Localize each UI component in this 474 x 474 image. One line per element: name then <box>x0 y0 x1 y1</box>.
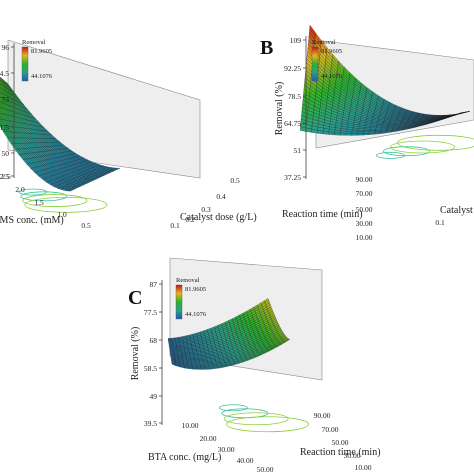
x-tick-label: 10.00 <box>355 463 372 472</box>
y-tick-label: 2.5 <box>1 172 11 181</box>
z-tick-label: 84.5 <box>0 69 9 78</box>
z-tick-label: 2.5 <box>0 172 9 181</box>
panel-c-surface-plot: 87 77.5 68 58.5 49 39.5 90.00 70.00 50.00 30.00 10… <box>128 257 381 474</box>
x-tick-label: 0.1 <box>435 218 445 227</box>
z-tick-label: 78.5 <box>288 92 301 101</box>
x-axis-title: Catalyst dose (g/L) <box>440 205 474 216</box>
y-tick-label: 30.00 <box>356 219 373 228</box>
z-tick-label: 73 <box>2 95 10 104</box>
panel-a-surface-plot: 9684.57361.5502.50.50.40.30.20.12.52.01.… <box>0 39 257 230</box>
y-tick-label: 1.0 <box>57 210 67 219</box>
z-tick-label: 92.25 <box>284 64 301 73</box>
legend-title: Removal <box>312 39 336 46</box>
legend-title: Removal <box>176 277 200 284</box>
response-surface <box>167 298 291 370</box>
z-axis-title: Removal (%) <box>274 82 285 136</box>
floor-contour <box>223 412 289 426</box>
legend-color-bar <box>21 46 29 82</box>
z-tick-label: 87 <box>150 280 158 289</box>
floor-contour <box>226 416 309 433</box>
y-tick-label: 10.00 <box>356 233 373 242</box>
panel-b-surface-plot: 109 92.25 78.5 64.75 51 37.25 0.1 90.00 70.00 50.… <box>260 24 474 242</box>
panel-letter: B <box>260 37 273 59</box>
legend-min-value: 44.1076 <box>321 73 343 80</box>
z-tick-label: 77.5 <box>144 308 157 317</box>
y-tick-label: 50.00 <box>257 465 274 474</box>
y-tick-label: 70.00 <box>356 189 373 198</box>
x-tick-label: 70.00 <box>322 425 339 434</box>
z-tick-label: 37.25 <box>284 173 301 182</box>
legend-min-value: 44.1076 <box>185 311 207 318</box>
z-tick-label: 58.5 <box>144 364 157 373</box>
legend-color-bar <box>311 46 319 82</box>
y-tick-label: 20.00 <box>200 434 217 443</box>
floor-contour <box>397 134 474 151</box>
y-tick-label: 50.00 <box>356 205 373 214</box>
y-tick-label: 10.00 <box>182 421 199 430</box>
z-tick-label: 50 <box>2 149 10 158</box>
floor-contour <box>20 191 68 202</box>
y-tick-label: 0.5 <box>81 221 91 230</box>
y-tick-label: 30.00 <box>218 445 235 454</box>
z-tick-label: 51 <box>294 146 302 155</box>
panel-letter: C <box>128 287 142 309</box>
floor-contour <box>24 196 108 213</box>
floor-contour <box>219 404 248 412</box>
z-tick-label: 68 <box>150 336 158 345</box>
x-tick-label: 0.5 <box>230 176 240 185</box>
x-tick-label: 30.00 <box>344 451 361 460</box>
x-tick-label: 0.1 <box>170 221 180 230</box>
y-tick-label: 1.5 <box>34 198 44 207</box>
legend-max-value: 81.9605 <box>185 286 206 293</box>
x-axis-title: Catalyst dose (g/L) <box>180 212 257 223</box>
z-axis-title: Removal (%) <box>130 327 141 381</box>
z-tick-label: 39.5 <box>144 419 157 428</box>
x-tick-label: 0.4 <box>216 192 226 201</box>
y-axis-title: PMS conc. (mM) <box>0 215 64 226</box>
z-tick-label: 49 <box>150 392 158 401</box>
z-tick-label: 96 <box>2 43 10 52</box>
y-tick-label: 2.0 <box>15 185 25 194</box>
legend-title: Removal <box>22 39 46 46</box>
x-tick-label: 0.2 <box>185 215 195 224</box>
y-axis-title: BTA conc. (mg/L) <box>148 452 221 463</box>
z-tick-label: 61.5 <box>0 123 9 132</box>
color-legend: Removal 81.9605 44.1076 <box>175 277 207 320</box>
response-surface <box>0 76 121 192</box>
floor-contour <box>390 140 455 154</box>
legend-min-value: 44.1076 <box>31 73 53 80</box>
legend-color-bar <box>175 284 183 320</box>
x-axis-title: Reaction time (min) <box>300 447 381 458</box>
z-tick-label: 109 <box>290 36 302 45</box>
legend-max-value: 81.9605 <box>31 48 52 55</box>
x-tick-label: 90.00 <box>314 411 331 420</box>
response-surface <box>299 24 471 136</box>
floor-contour <box>22 194 88 207</box>
y-tick-label: 90.00 <box>356 175 373 184</box>
legend-max-value: 81.9605 <box>321 48 342 55</box>
color-legend: Removal 81.9605 44.1076 <box>311 39 343 82</box>
z-tick-label: 64.75 <box>284 119 301 128</box>
x-tick-label: 0.3 <box>201 205 211 214</box>
color-legend: Removal 81.9605 44.1076 <box>21 39 53 82</box>
x-tick-label: 50.00 <box>332 438 349 447</box>
floor-contour <box>383 146 430 157</box>
y-tick-label: 40.00 <box>237 456 254 465</box>
y-axis-title: Reaction time (min) <box>282 209 363 220</box>
